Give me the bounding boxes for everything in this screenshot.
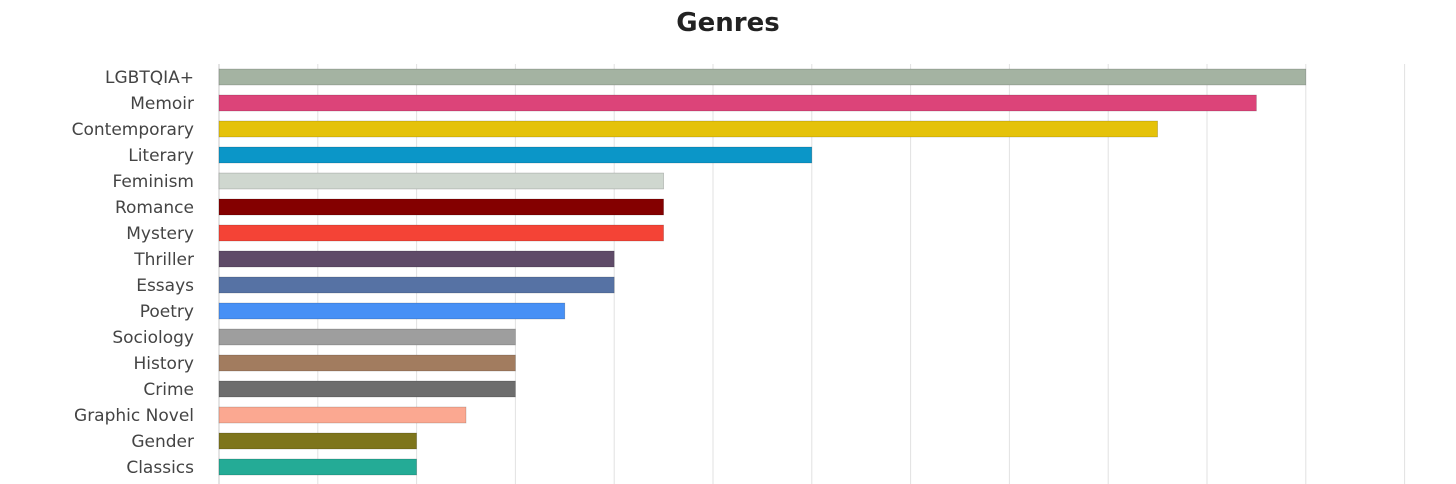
category-label: Crime	[143, 380, 194, 400]
category-label: Mystery	[126, 224, 194, 244]
category-label: Romance	[115, 198, 194, 218]
category-label: Essays	[136, 276, 194, 296]
bar-memoir	[218, 94, 1257, 112]
bar-sociology	[218, 328, 516, 346]
bar-lgbtqia	[218, 68, 1307, 86]
bar-feminism	[218, 172, 664, 190]
category-label: Contemporary	[72, 120, 194, 140]
category-label: History	[134, 354, 194, 374]
category-label: Gender	[131, 432, 194, 452]
chart-title: Genres	[676, 8, 780, 38]
bar-contemporary	[218, 120, 1158, 138]
bar-crime	[218, 380, 516, 398]
bar-poetry	[218, 302, 566, 320]
bar-thriller	[218, 250, 615, 268]
category-label: Thriller	[133, 250, 194, 270]
category-labels: LGBTQIA+ Memoir Contemporary Literary Femini…	[72, 68, 195, 478]
category-label: Sociology	[112, 328, 194, 348]
bars	[218, 68, 1307, 476]
category-label: LGBTQIA+	[105, 68, 194, 88]
bar-graphic-novel	[218, 406, 467, 424]
bar-history	[218, 354, 516, 372]
category-label: Literary	[128, 146, 194, 166]
category-label: Poetry	[140, 302, 194, 322]
bar-essays	[218, 276, 615, 294]
bar-literary	[218, 146, 813, 164]
category-label: Feminism	[112, 172, 194, 192]
bar-mystery	[218, 224, 664, 242]
category-label: Classics	[126, 458, 194, 478]
category-label: Memoir	[130, 94, 194, 114]
bar-romance	[218, 198, 664, 216]
bar-gender	[218, 432, 417, 450]
category-label: Graphic Novel	[74, 406, 194, 426]
bar-classics	[218, 458, 417, 476]
